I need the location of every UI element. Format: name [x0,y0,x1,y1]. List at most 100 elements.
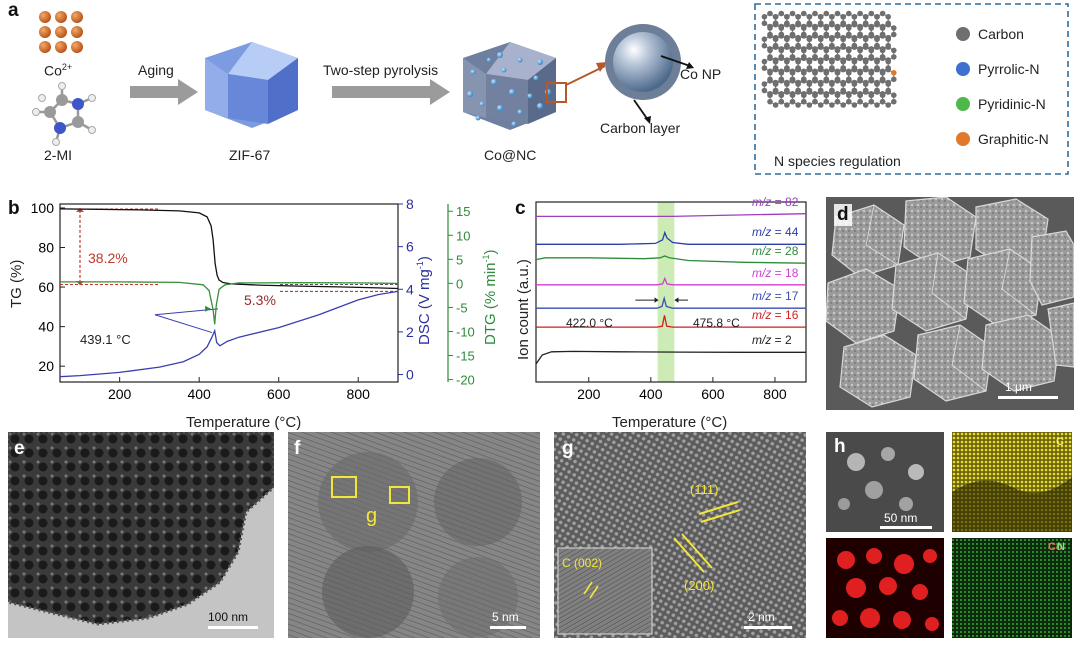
legend-swatch-carbon [956,27,970,41]
tg-tick-label: 80 [38,240,54,256]
dsc-tick-label: 8 [406,196,414,212]
ms-trace-mz-18 [536,276,806,286]
panel-c-label: c [515,198,526,219]
panel-g-lattice-image [554,432,806,638]
panel-e-label: e [14,438,25,459]
tga-x-tick-label: 400 [187,386,211,402]
panel-d-scale-bar [998,396,1058,399]
panel-e-scale-label: 100 nm [208,610,249,624]
dsc-tick-label: 4 [406,281,414,297]
panel-e-tem-image [8,432,274,638]
plane-111-label: (111) [690,482,719,497]
zoom-box [546,82,567,103]
dtg-tick-label: 0 [456,276,463,291]
ms-highlight-band [657,202,675,382]
plane-c002-label: C (002) [562,556,603,570]
panel-h-nitrogen-map [952,538,1072,638]
aging-arrow [130,79,198,105]
ms-trace-mz-28 [535,255,807,264]
panel-e-scale-bar [208,626,258,629]
tga-plot-frame [59,203,399,383]
ms-x-tick-label: 800 [763,386,787,402]
nitrogen-map-label: N [1057,541,1065,553]
panel-h-cobalt-map [826,538,944,638]
panel-g-scale-label: 2 nm [748,610,775,624]
dtg-tick-label: 10 [456,228,470,243]
dsc-axis-label: DSC (V mg-1) [415,256,433,345]
dtg-tick-label: -15 [456,349,475,364]
tg-tick-label: 60 [38,279,54,295]
tga-series-dsc [59,290,399,378]
co-np-label: Co NP [680,66,722,82]
panel-a-label: a [8,0,19,21]
carbon-map-label: C [1056,436,1064,448]
ms-trace-mz-17 [536,295,806,309]
dtg-axis-label: DTG (% min-1) [481,249,499,345]
legend-swatch-pyridinicn [956,97,970,111]
ms-x-axis-label: Temperature (°C) [612,414,728,431]
graphene-lattice [761,10,897,108]
co-nc-label: Co@NC [484,147,537,163]
panel-h-scale-label: 50 nm [884,511,918,525]
dtg-tick-label: 15 [456,204,470,219]
ms-x-tick-label: 600 [701,386,725,402]
panel-h-label: h [834,436,846,457]
legend-swatch-pyrrolicn [956,62,970,76]
plane-200-label: (200) [684,578,715,593]
legend-label-carbon: Carbon [978,26,1024,42]
ms-trace-mz-16 [536,315,806,328]
cobalt-ion-cluster [39,11,83,53]
tga-x-tick-label: 200 [108,386,132,402]
tg-tick-label: 40 [38,319,54,335]
mz-label-28: m/z = 28 [752,244,799,259]
tga-x-axis-label: Temperature (°C) [186,414,302,431]
mass-loss-1-label: 38.2% [88,250,128,266]
panel-h-carbon-map [952,432,1072,532]
legend-label-pyrrolicn: Pyrrolic-N [978,61,1039,77]
panel-g-label: g [562,438,574,459]
panel-d-scale-label: 1 μm [1005,380,1032,394]
panel-d-label: d [834,204,852,226]
panel-h-scale-bar [880,526,932,529]
tg-tick-label: 100 [31,200,55,216]
dtg-tick-label: -20 [456,373,475,388]
tga-x-tick-label: 800 [347,386,371,402]
end-temperature-label: 475.8 °C [693,316,740,330]
dsc-tick-label: 6 [406,239,414,255]
pyrolysis-label: Two-step pyrolysis [323,62,439,78]
zoom-arrow [565,65,606,86]
panel-f-scale-bar [490,626,526,629]
ms-chart: 200 400 600 800 [535,201,807,402]
n-species-box [754,3,1069,175]
molecule-atoms [32,82,96,146]
dtg-tick-label: -5 [456,300,468,315]
panel-h-haadf-image [826,432,944,532]
zif-67-crystal [205,42,298,128]
mz-label-18: m/z = 18 [752,265,799,280]
dsc-tick-label: 2 [406,324,414,340]
mz-label-44: m/z = 44 [752,225,799,240]
ms-trace-mz-44 [536,230,806,245]
legend-swatch-graphiticn [956,132,970,146]
dtg-tick-label: -10 [456,324,475,339]
ms-plot-frame [535,201,807,383]
cobalt-core-sphere [613,32,673,92]
panel-a-schematic: Carbon Pyrrolic-N Pyridinic-N Graphitic-N [32,3,1069,175]
ms-x-tick-label: 200 [577,386,601,402]
onset-temperature-label: 422.0 °C [566,316,613,330]
mz-label-16: m/z = 16 [752,308,799,323]
carbon-layer-label: Carbon layer [600,120,681,136]
dsc-tick-label: 0 [406,367,414,383]
mass-loss-2-label: 5.3% [244,292,276,308]
zif-67-label: ZIF-67 [229,147,271,163]
ms-x-tick-label: 400 [639,386,663,402]
panel-g-scale-bar [744,626,792,629]
n-species-legend: Carbon Pyrrolic-N Pyridinic-N Graphitic-N [956,26,1049,147]
ligand-label: 2-MI [44,147,72,163]
cobalt-map-label: Co [1048,541,1063,553]
tg-axis-label: TG (%) [8,259,25,308]
dtg-tick-label: 5 [456,252,463,267]
ms-trace-mz-2 [535,350,806,365]
ion-count-axis-label: Ion count (a.u.) [515,259,532,360]
mz-label-82: m/z = 82 [752,194,799,209]
